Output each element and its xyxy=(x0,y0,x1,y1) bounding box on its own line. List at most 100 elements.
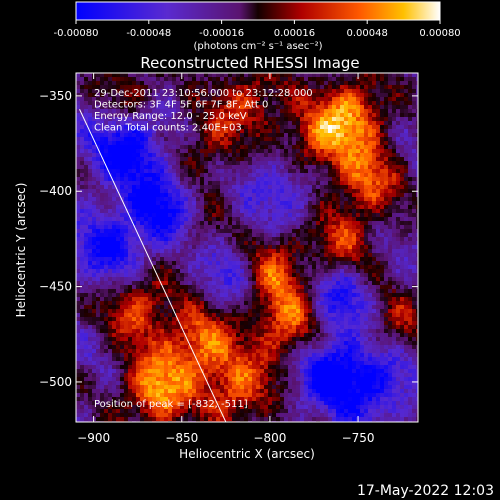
heatmap-cell xyxy=(100,101,105,106)
heatmap-cell xyxy=(232,89,237,94)
heatmap-cell xyxy=(276,93,281,98)
heatmap-cell xyxy=(256,185,261,190)
heatmap-cell xyxy=(264,261,269,266)
heatmap-cell xyxy=(144,97,149,102)
heatmap-cell xyxy=(80,177,85,182)
heatmap-cell xyxy=(364,173,369,178)
heatmap-cell xyxy=(252,273,257,278)
heatmap-cell xyxy=(80,233,85,238)
heatmap-cell xyxy=(252,269,257,274)
heatmap-cell xyxy=(320,229,325,234)
heatmap-cell xyxy=(152,289,157,294)
heatmap-cell xyxy=(256,105,261,110)
heatmap-cell xyxy=(188,241,193,246)
heatmap-cell xyxy=(364,77,369,82)
heatmap-cell xyxy=(136,141,141,146)
heatmap-cell xyxy=(196,197,201,202)
heatmap-cell xyxy=(344,133,349,138)
heatmap-cell xyxy=(388,245,393,250)
heatmap-cell xyxy=(168,293,173,298)
heatmap-cell xyxy=(128,169,133,174)
heatmap-cell xyxy=(228,137,233,142)
heatmap-cell xyxy=(240,201,245,206)
heatmap-cell xyxy=(180,185,185,190)
heatmap-cell xyxy=(80,73,85,78)
heatmap-cell xyxy=(84,249,89,254)
heatmap-cell xyxy=(416,117,418,122)
heatmap-cell xyxy=(296,229,301,234)
heatmap-cell xyxy=(168,229,173,234)
heatmap-cell xyxy=(368,133,373,138)
heatmap-cell xyxy=(220,261,225,266)
heatmap-cell xyxy=(136,277,141,282)
heatmap-cell xyxy=(144,157,149,162)
heatmap-cell xyxy=(88,205,93,210)
heatmap-cell xyxy=(88,157,93,162)
heatmap-cell xyxy=(368,125,373,130)
heatmap-cell xyxy=(132,301,137,306)
heatmap-cell xyxy=(384,173,389,178)
heatmap-cell xyxy=(232,285,237,290)
heatmap-cell xyxy=(400,153,405,158)
heatmap-cell xyxy=(240,129,245,134)
heatmap-cell xyxy=(376,241,381,246)
heatmap-cell xyxy=(368,173,373,178)
heatmap-cell xyxy=(396,85,401,90)
heatmap-cell xyxy=(128,201,133,206)
heatmap-cell xyxy=(200,213,205,218)
heatmap-cell xyxy=(360,301,365,306)
heatmap-cell xyxy=(92,257,97,262)
heatmap-cell xyxy=(320,269,325,274)
heatmap-cell xyxy=(84,181,89,186)
heatmap-cell xyxy=(380,105,385,110)
heatmap-cell xyxy=(100,117,105,122)
heatmap-cell xyxy=(228,105,233,110)
heatmap-cell xyxy=(400,177,405,182)
heatmap-cell xyxy=(316,137,321,142)
heatmap-cell xyxy=(232,209,237,214)
heatmap-cell xyxy=(228,297,233,302)
heatmap-cell xyxy=(192,273,197,278)
heatmap-cell xyxy=(292,73,297,78)
heatmap-cell xyxy=(404,101,409,106)
heatmap-cell xyxy=(180,105,185,110)
heatmap-cell xyxy=(400,157,405,162)
heatmap-cell xyxy=(400,181,405,186)
heatmap-cell xyxy=(220,225,225,230)
heatmap-cell xyxy=(88,301,93,306)
heatmap-cell xyxy=(208,257,213,262)
heatmap-cell xyxy=(180,89,185,94)
heatmap-cell xyxy=(92,233,97,238)
heatmap-cell xyxy=(116,89,121,94)
heatmap-cell xyxy=(324,193,329,198)
heatmap-cell xyxy=(416,273,418,278)
heatmap-cell xyxy=(136,201,141,206)
heatmap-cell xyxy=(300,293,305,298)
heatmap-cell xyxy=(416,197,418,202)
heatmap-cell xyxy=(400,97,405,102)
heatmap-cell xyxy=(176,197,181,202)
heatmap-cell xyxy=(256,301,261,306)
heatmap-cell xyxy=(408,261,413,266)
heatmap-cell xyxy=(416,97,418,102)
heatmap-cell xyxy=(368,293,373,298)
heatmap-cell xyxy=(88,249,93,254)
heatmap-cell xyxy=(248,241,253,246)
heatmap-cell xyxy=(320,205,325,210)
heatmap-cell xyxy=(232,137,237,142)
heatmap-cell xyxy=(172,269,177,274)
heatmap-cell xyxy=(76,245,81,250)
heatmap-cell xyxy=(192,217,197,222)
heatmap-cell xyxy=(364,289,369,294)
heatmap-cell xyxy=(136,117,141,122)
heatmap-cell xyxy=(300,241,305,246)
heatmap-cell xyxy=(260,249,265,254)
heatmap-cell xyxy=(128,137,133,142)
heatmap-cell xyxy=(120,213,125,218)
heatmap-cell xyxy=(192,141,197,146)
heatmap-cell xyxy=(180,265,185,270)
heatmap-cell xyxy=(292,181,297,186)
heatmap-cell xyxy=(396,269,401,274)
heatmap-cell xyxy=(308,265,313,270)
heatmap-cell xyxy=(148,153,153,158)
